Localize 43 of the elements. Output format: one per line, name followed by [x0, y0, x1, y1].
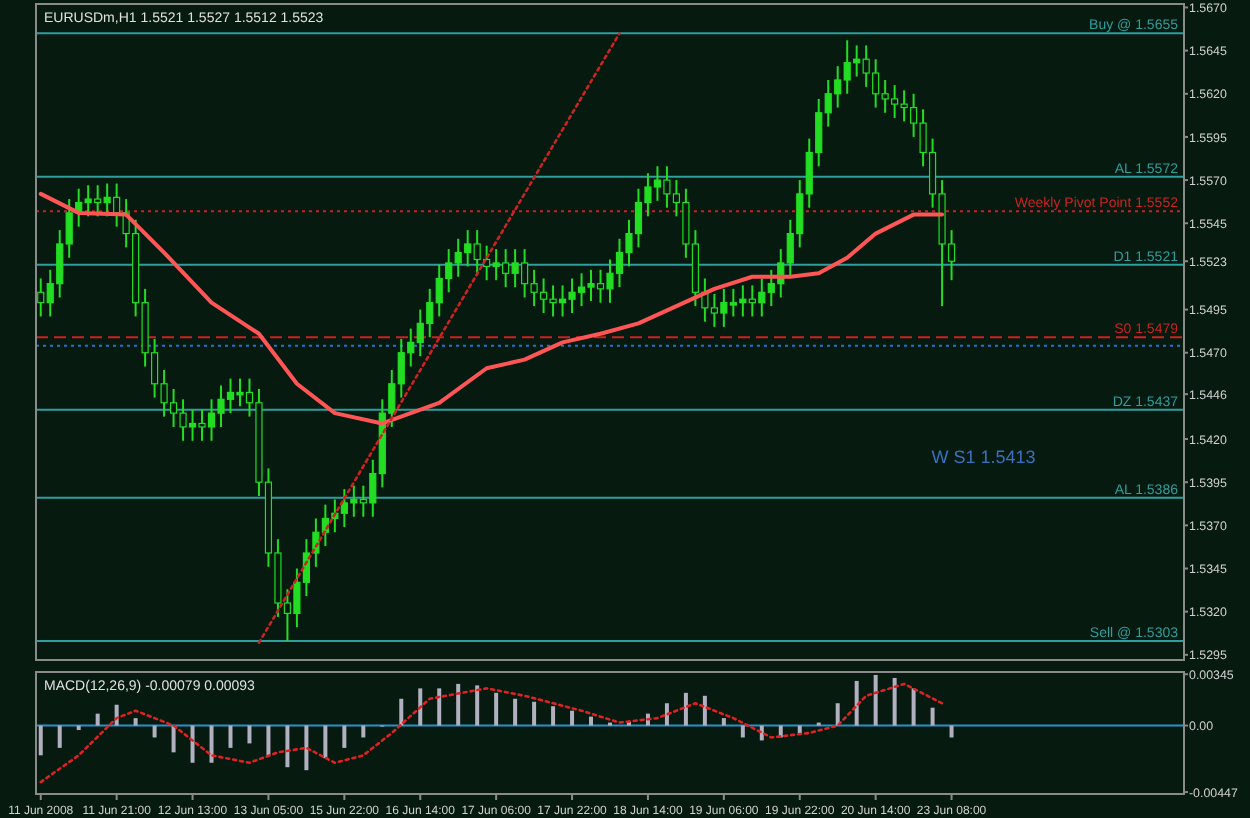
annotation: W S1 1.5413 — [931, 447, 1036, 468]
bar — [513, 698, 518, 726]
bar — [133, 718, 138, 726]
bar — [38, 725, 43, 756]
bar — [589, 716, 594, 726]
bar — [683, 692, 688, 726]
bar — [873, 674, 878, 726]
bar — [475, 685, 480, 726]
bar — [911, 688, 916, 726]
bar — [171, 725, 176, 753]
bar — [949, 725, 954, 738]
bar — [304, 725, 309, 771]
bar — [266, 725, 271, 756]
bar — [152, 725, 157, 738]
bar — [797, 725, 802, 733]
bar — [342, 725, 347, 748]
bar — [361, 725, 366, 738]
bar — [892, 677, 897, 726]
bar — [532, 701, 537, 726]
bar — [209, 725, 214, 763]
bar — [95, 713, 100, 726]
bar — [930, 707, 935, 726]
bar — [854, 680, 859, 726]
bar — [664, 703, 669, 726]
bar — [285, 725, 290, 768]
bar — [57, 725, 62, 748]
line-series — [39, 682, 944, 784]
bar — [835, 703, 840, 726]
bar — [228, 725, 233, 748]
bar — [702, 695, 707, 726]
bar — [740, 725, 745, 738]
bar — [399, 698, 404, 726]
line-series — [38, 191, 945, 426]
bar — [437, 688, 442, 726]
bar — [247, 725, 252, 744]
bar — [570, 710, 575, 726]
bar — [721, 718, 726, 726]
bar — [494, 692, 499, 726]
bar — [418, 688, 423, 726]
bar — [190, 725, 195, 763]
bar — [456, 683, 461, 726]
bar — [323, 725, 328, 759]
bar — [551, 706, 556, 726]
